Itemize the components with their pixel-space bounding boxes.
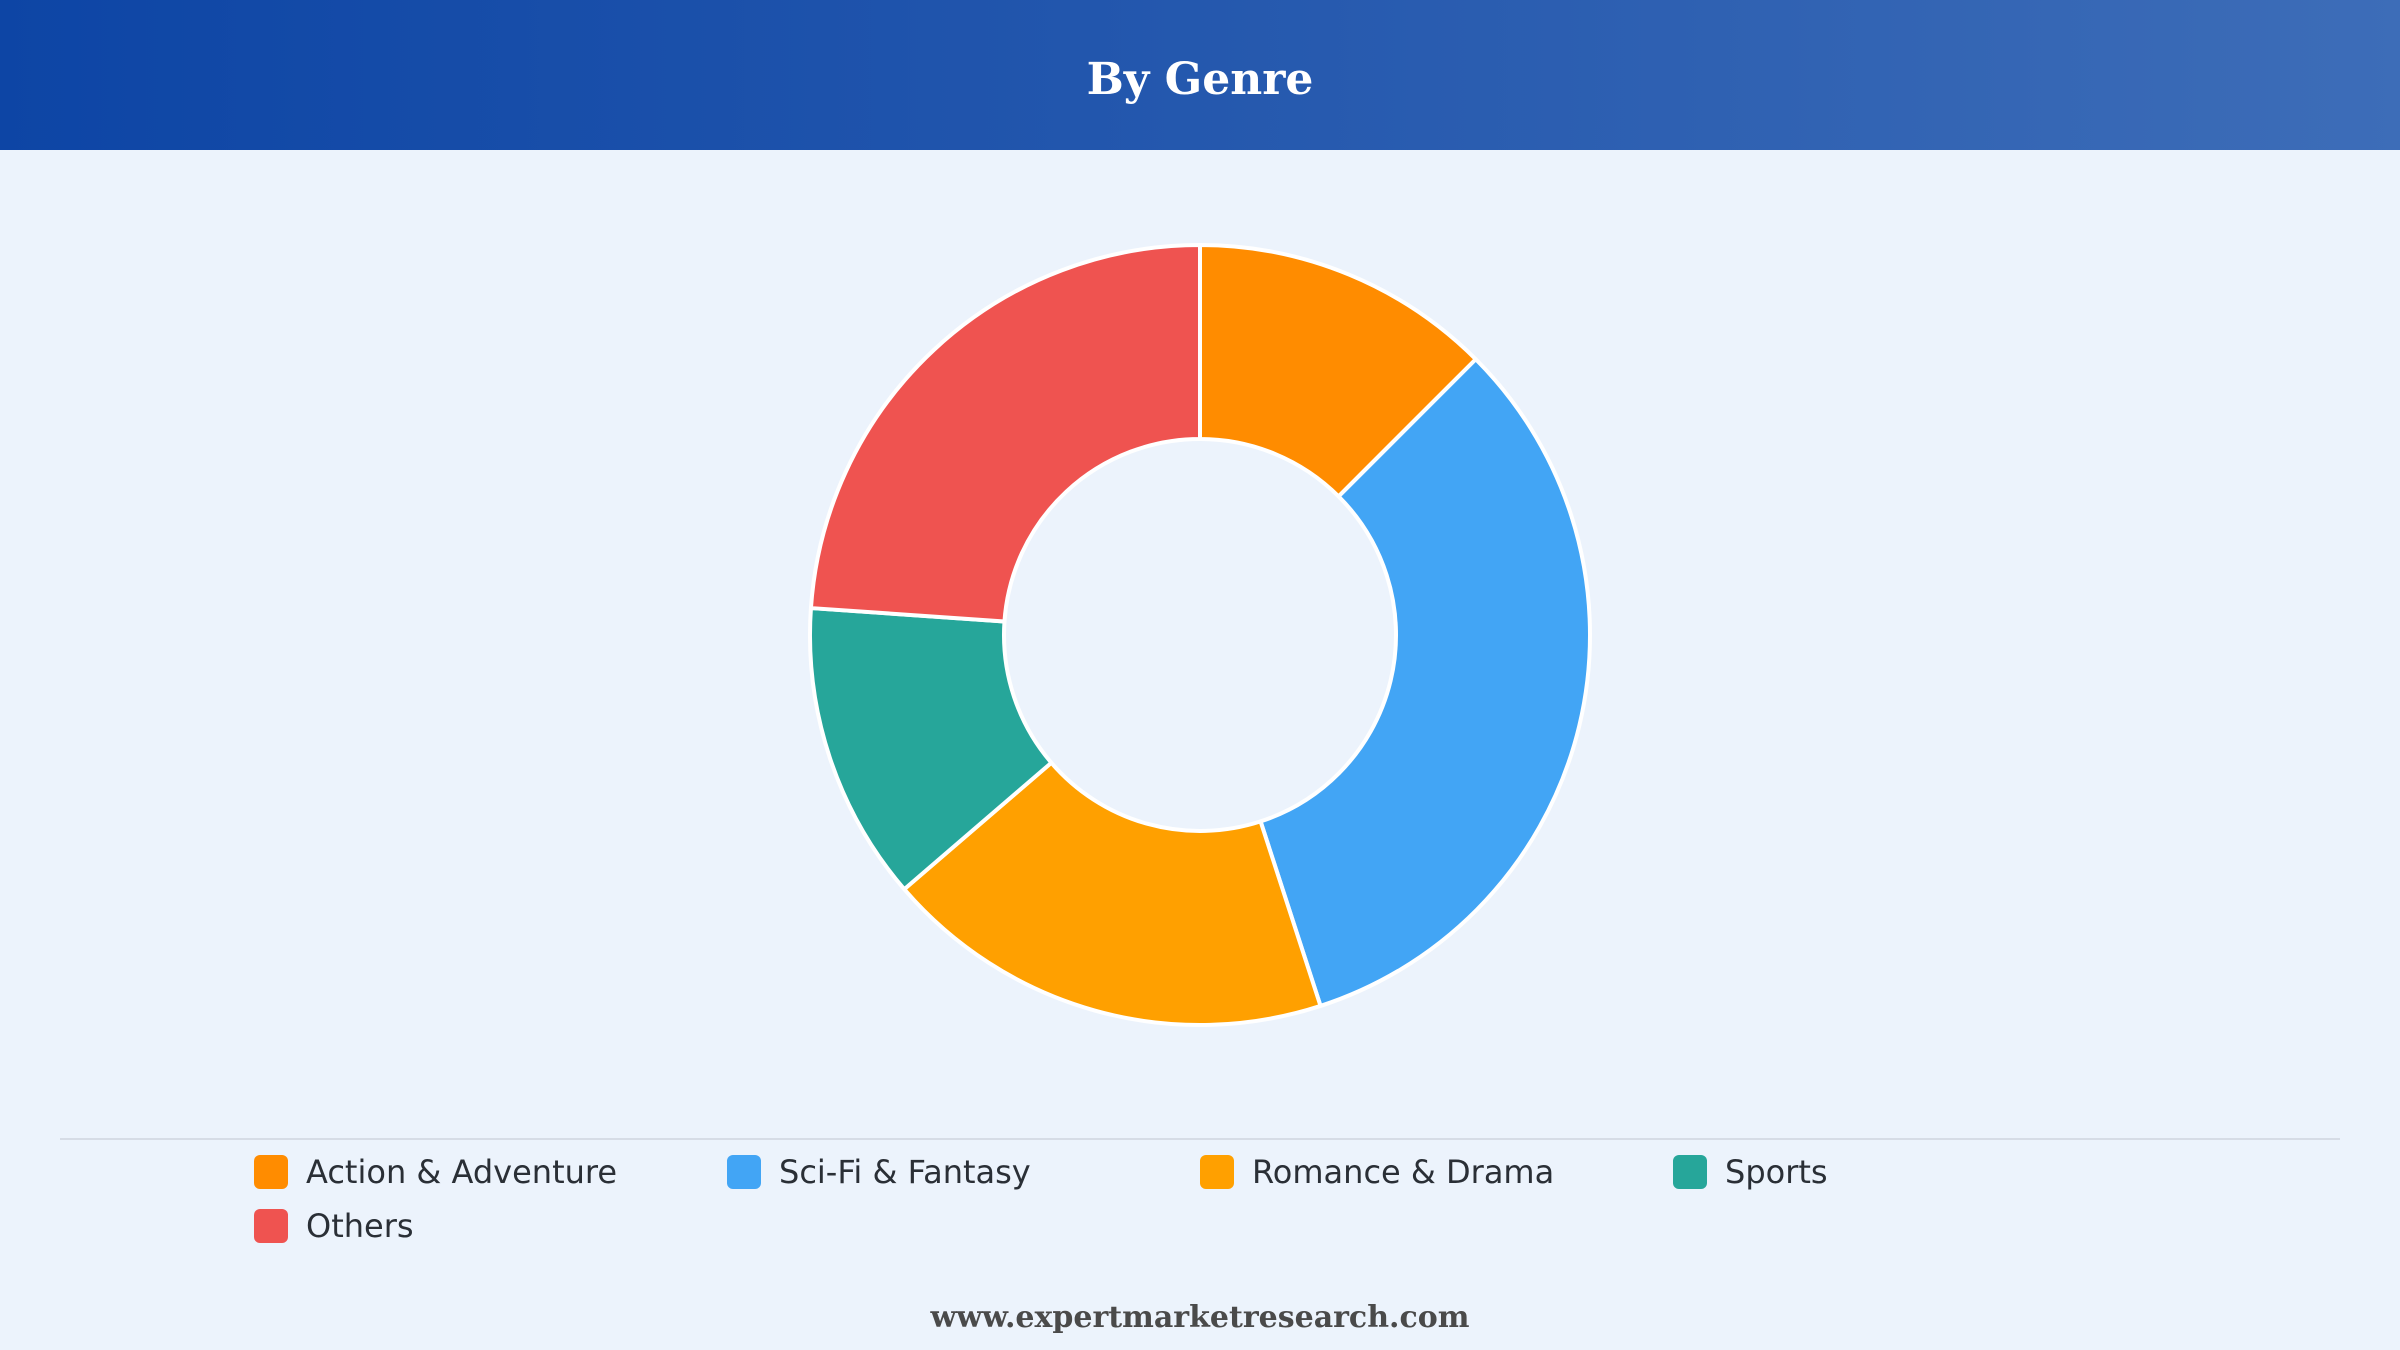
legend-swatch	[254, 1155, 288, 1189]
legend-swatch	[727, 1155, 761, 1189]
legend-item[interactable]: Others	[254, 1206, 727, 1246]
donut-slice-sci-fi-fantasy	[1258, 357, 1592, 1008]
legend-item[interactable]: Romance & Drama	[1200, 1152, 1673, 1192]
legend-swatch	[254, 1209, 288, 1243]
donut-chart	[808, 243, 1592, 1027]
legend-swatch	[1200, 1155, 1234, 1189]
legend-item[interactable]: Sports	[1673, 1152, 2146, 1192]
legend-item[interactable]: Sci-Fi & Fantasy	[727, 1152, 1200, 1192]
chart-title: By Genre	[1086, 54, 1314, 105]
donut-slice-others	[808, 243, 1202, 624]
legend-swatch	[1673, 1155, 1707, 1189]
header-bar	[0, 0, 2400, 150]
legend-item[interactable]: Action & Adventure	[254, 1152, 727, 1192]
legend-label: Romance & Drama	[1252, 1153, 1555, 1191]
donut-slice-romance-drama	[902, 760, 1323, 1027]
donut-slice-action-adventure	[1198, 243, 1478, 499]
legend-label: Sci-Fi & Fantasy	[779, 1153, 1031, 1191]
legend-label: Sports	[1725, 1153, 1828, 1191]
legend-label: Others	[306, 1207, 414, 1245]
legend-label: Action & Adventure	[306, 1153, 618, 1191]
donut-slice-sports	[808, 606, 1054, 892]
legend-divider	[60, 1138, 2340, 1140]
footer-url: www.expertmarketresearch.com	[930, 1300, 1470, 1335]
legend: Action & Adventure Sci-Fi & Fantasy Romanc…	[254, 1152, 2154, 1246]
